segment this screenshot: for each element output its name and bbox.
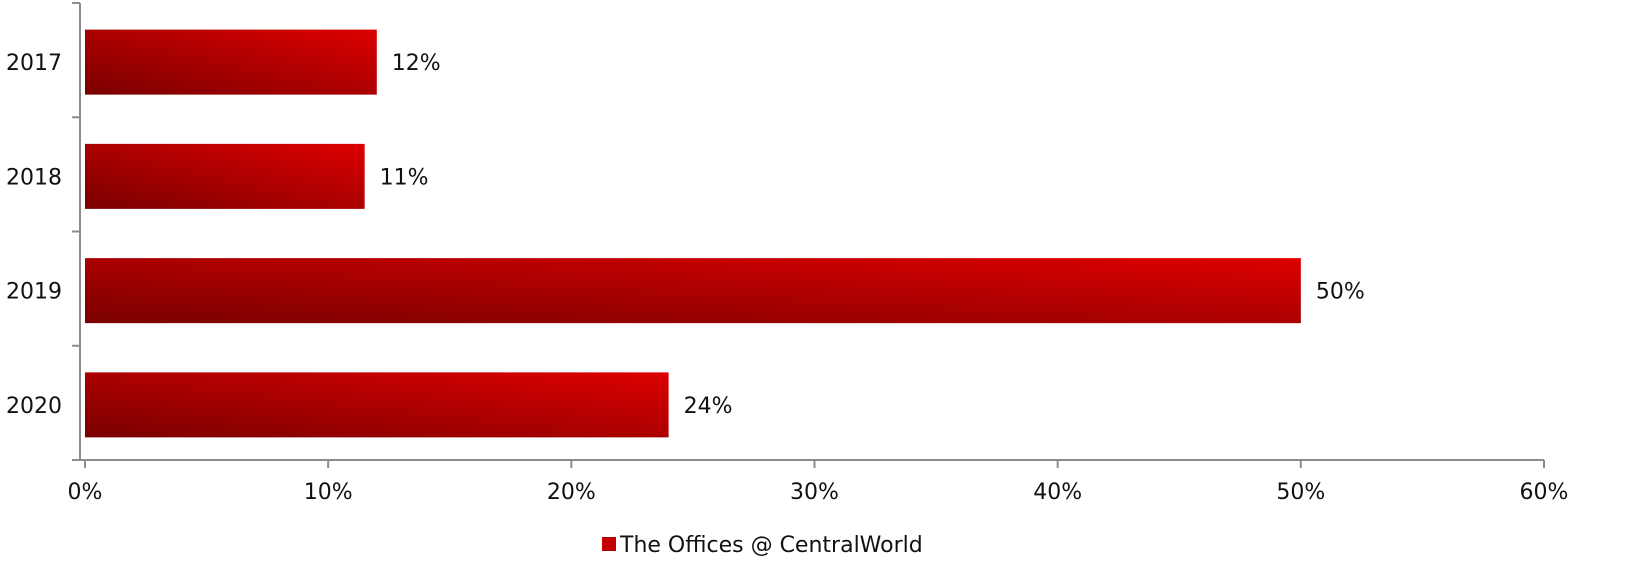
category-label-2017: 2017 [6, 51, 62, 76]
x-tick-label: 0% [68, 480, 103, 505]
x-tick-label: 20% [547, 480, 596, 505]
legend-swatch [602, 537, 616, 551]
x-tick-label: 40% [1033, 480, 1082, 505]
axes-layer [72, 2, 1545, 468]
category-label-2019: 2019 [6, 280, 62, 305]
category-label-2018: 2018 [6, 165, 62, 190]
data-label-2019: 50% [1316, 280, 1365, 305]
bar-2020 [85, 372, 669, 438]
bar-2017 [85, 29, 377, 95]
legend-label: The Offices @ CentralWorld [619, 533, 923, 558]
x-tick-label: 30% [790, 480, 839, 505]
data-label-2020: 24% [684, 394, 733, 419]
bar-2018 [85, 143, 365, 209]
x-tick-label: 60% [1520, 480, 1569, 505]
data-label-2018: 11% [380, 165, 429, 190]
bars-layer [85, 29, 1301, 438]
labels-layer: 2017 12% 2018 11% 2019 50% 2020 24% 0% 10% 20% 30% 4… [6, 51, 1568, 505]
category-label-2020: 2020 [6, 394, 62, 419]
data-label-2017: 12% [392, 51, 441, 76]
legend: The Offices @ CentralWorld [602, 533, 923, 558]
bar-2019 [85, 258, 1301, 324]
x-tick-label: 10% [304, 480, 353, 505]
x-tick-label: 50% [1276, 480, 1325, 505]
